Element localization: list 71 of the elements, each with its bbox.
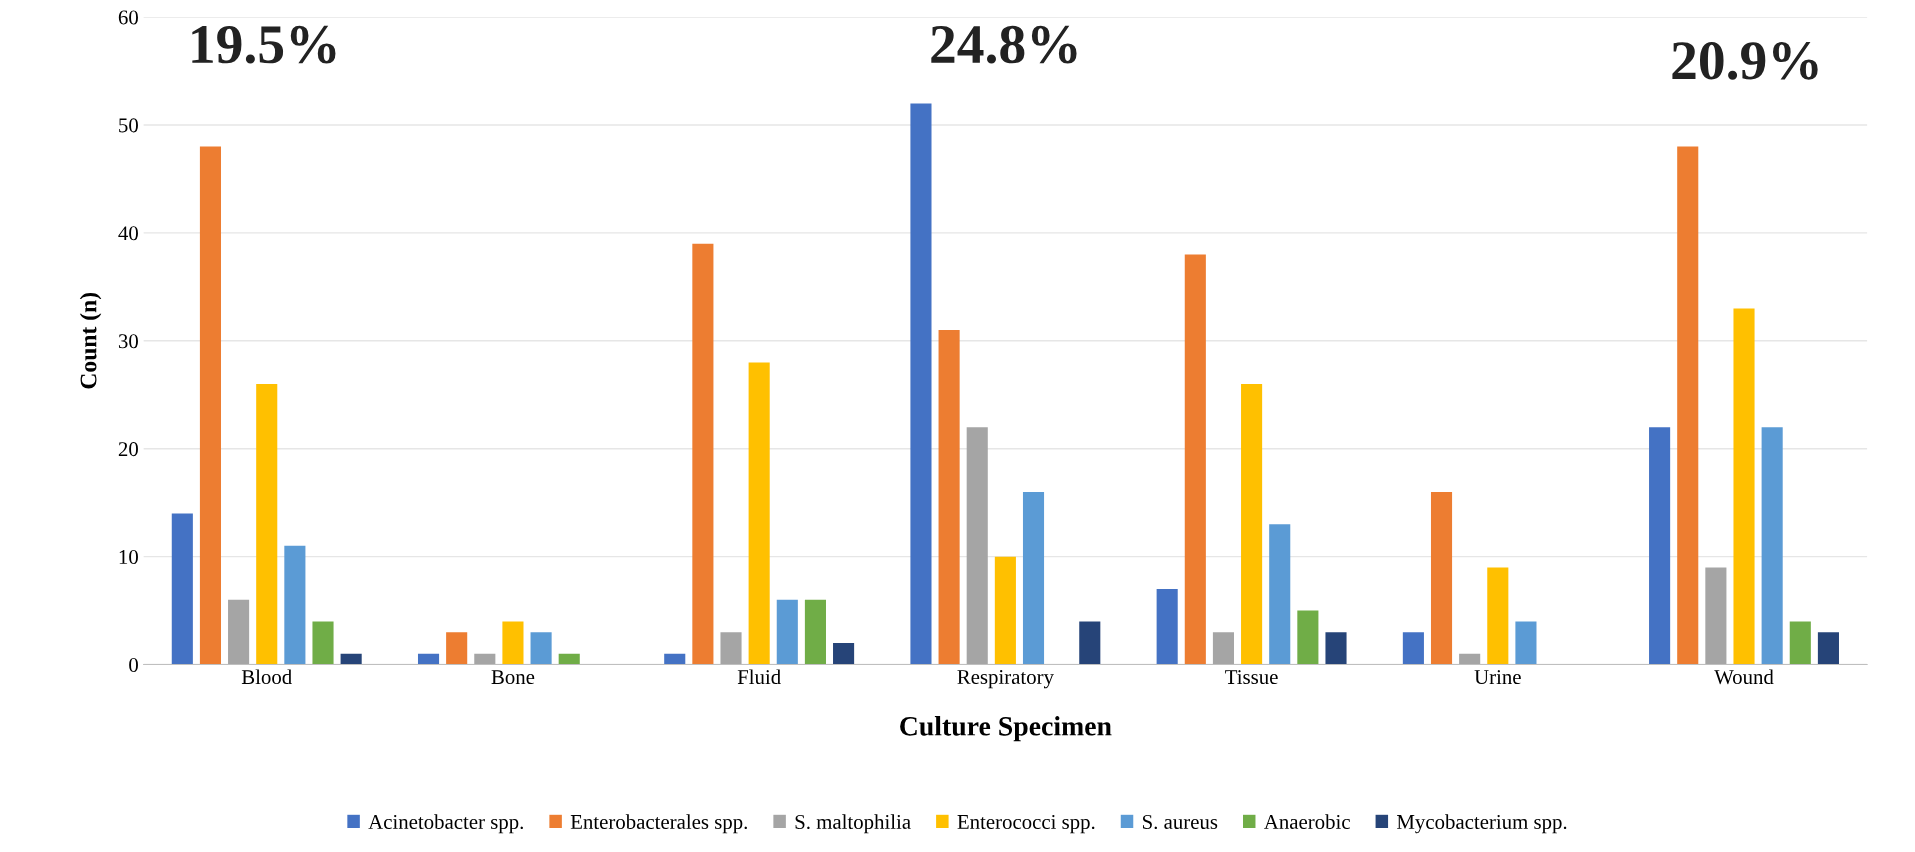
bar [1789, 621, 1811, 665]
bar [171, 513, 193, 665]
legend-label: Mycobacterium spp. [1397, 814, 1567, 834]
bar [994, 556, 1016, 665]
bar [558, 653, 580, 665]
bar [1733, 308, 1755, 665]
bar [664, 653, 686, 665]
bar [804, 599, 826, 665]
bar [284, 545, 306, 665]
x-tick-label: Respiratory [957, 670, 1054, 689]
bar [1297, 610, 1319, 665]
x-tick-label: Urine [1474, 670, 1521, 685]
bar [1761, 427, 1783, 665]
y-axis-title: Count (n) [79, 292, 102, 389]
bar [1022, 491, 1045, 665]
legend-label: Enterobacterales spp. [570, 814, 747, 834]
bar [1459, 653, 1481, 665]
legend-label: Enterococci spp. [957, 814, 1095, 834]
bar [938, 330, 960, 665]
bar [776, 599, 798, 665]
bar [1212, 632, 1234, 665]
bar [720, 632, 742, 665]
legend-label: Acinetobacter spp. [368, 814, 523, 834]
annotation: 19.5% [192, 25, 336, 64]
bar [417, 653, 440, 665]
y-tick-label: 20 [118, 442, 138, 457]
bar [502, 621, 524, 665]
x-tick-label: Wound [1714, 669, 1774, 685]
bar [1325, 632, 1347, 665]
y-tick-label: 60 [118, 10, 138, 25]
bar [1079, 621, 1101, 665]
bar [748, 362, 770, 665]
bar [1677, 146, 1699, 665]
bar [1649, 427, 1671, 665]
bar [199, 146, 222, 665]
bar [1269, 524, 1291, 665]
legend-label: S. maltophilia [795, 814, 911, 834]
bar [1184, 254, 1206, 665]
bar [910, 103, 932, 665]
x-tick-label: Blood [241, 669, 292, 685]
x-axis-title: Culture Specimen [900, 716, 1112, 742]
y-tick-label: 40 [118, 226, 138, 241]
y-tick-label: 0 [129, 657, 138, 672]
bar [833, 642, 855, 665]
bar [1817, 632, 1839, 665]
y-tick-label: 10 [119, 550, 138, 565]
bar [228, 599, 250, 665]
legend-label: Anaerobic [1264, 814, 1350, 829]
bar [1156, 589, 1178, 665]
bar [1515, 621, 1537, 665]
bar [256, 383, 278, 665]
bar [446, 632, 468, 665]
x-tick-label: Tissue [1225, 670, 1278, 685]
bar [474, 653, 496, 665]
bar [1402, 632, 1424, 665]
bar [1241, 383, 1263, 665]
x-tick-label: Fluid [737, 669, 781, 685]
bar [1430, 491, 1453, 665]
bar [312, 621, 334, 665]
y-tick-label: 50 [119, 118, 138, 133]
bar [1705, 567, 1727, 665]
legend-label: S. aureus [1142, 814, 1218, 830]
y-tick-label: 30 [118, 334, 138, 349]
x-tick-label: Bone [491, 670, 535, 685]
annotation: 20.9% [1672, 42, 1818, 80]
annotation: 24.8% [931, 25, 1077, 64]
bar [692, 243, 714, 665]
bar [966, 427, 988, 665]
bar [530, 632, 552, 665]
bar [1487, 567, 1509, 665]
bar [340, 653, 362, 665]
